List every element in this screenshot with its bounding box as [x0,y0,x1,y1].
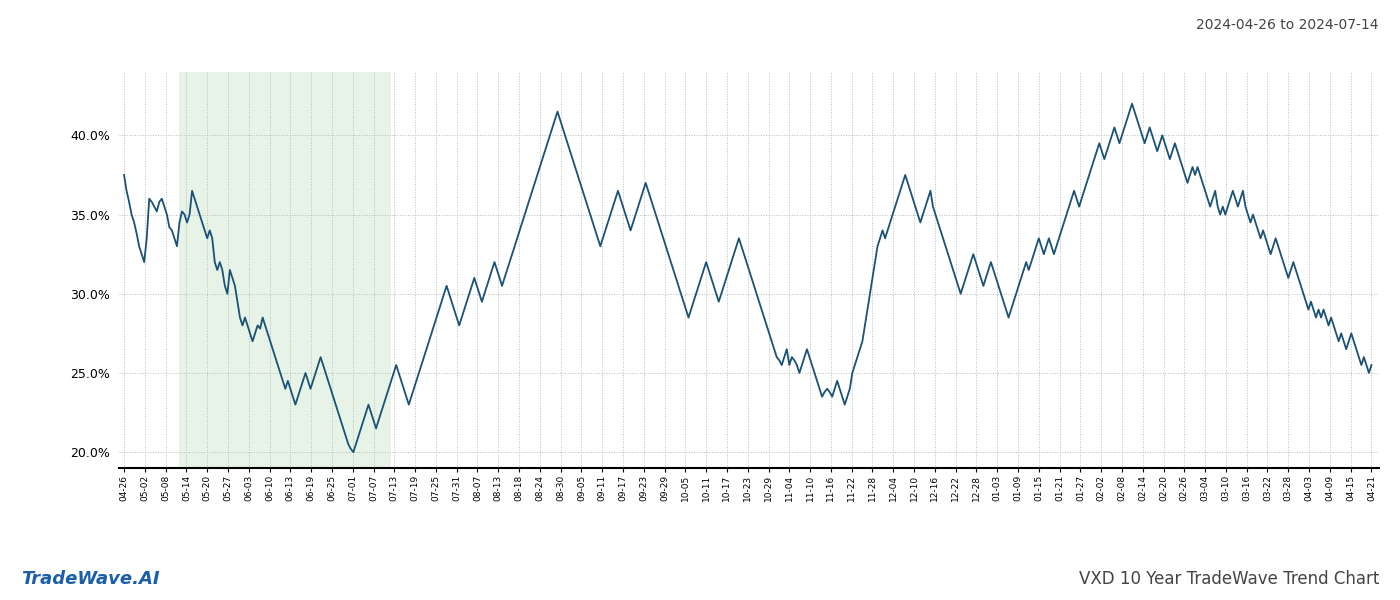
Bar [179,72,391,468]
Text: 2024-04-26 to 2024-07-14: 2024-04-26 to 2024-07-14 [1197,18,1379,32]
Text: TradeWave.AI: TradeWave.AI [21,570,160,588]
Text: VXD 10 Year TradeWave Trend Chart: VXD 10 Year TradeWave Trend Chart [1078,570,1379,588]
